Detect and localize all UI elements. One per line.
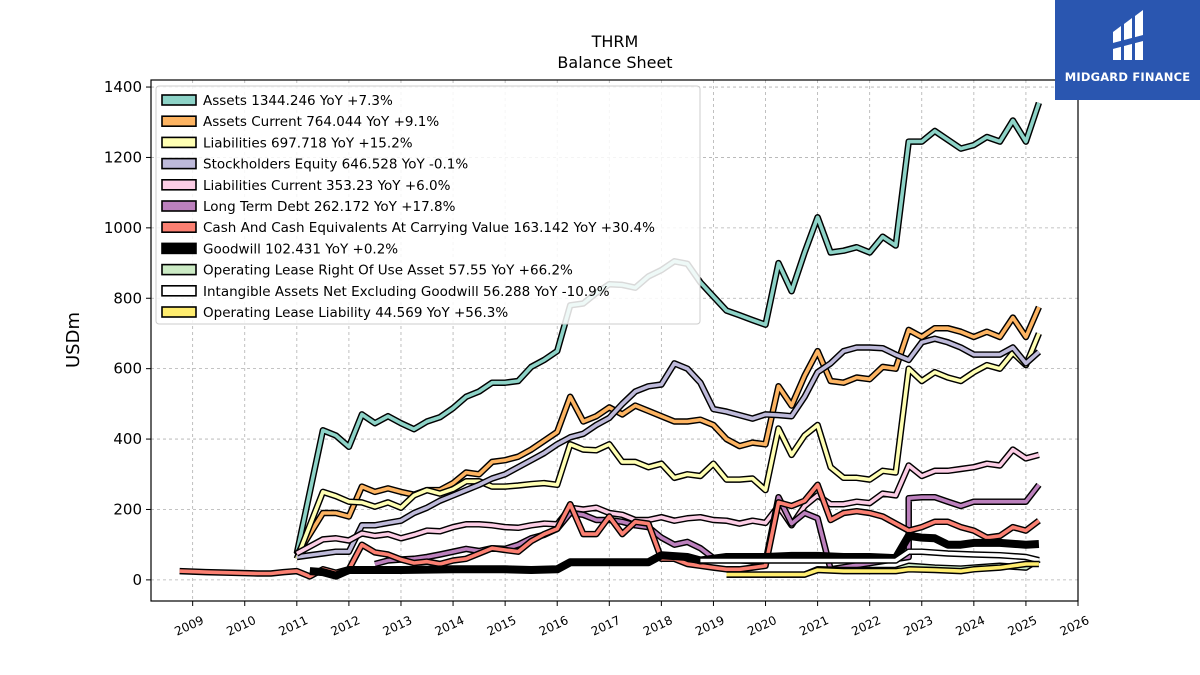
legend-entry: Intangible Assets Net Excluding Goodwill… [203,284,610,300]
y-tick-label: 1000 [104,219,142,237]
series-line-7 [309,531,1040,580]
series-line-9 [700,548,1040,564]
legend-swatch [161,221,197,233]
legend-swatch [161,157,197,170]
x-tick-label: 2021 [797,613,831,639]
legend-swatch [161,284,197,297]
legend-entry: Assets Current 764.044 YoY +9.1% [203,114,439,130]
plot-frame [150,79,1079,602]
legend-swatch [161,136,197,149]
legend-swatch [161,306,197,318]
x-tick-label: 2019 [693,613,727,639]
legend-swatch [161,179,197,191]
x-tick-label: 2009 [172,613,206,639]
x-tick-label: 2016 [537,613,571,639]
x-tick-label: 2017 [589,613,623,639]
series-line-4 [295,446,1040,557]
series-path [726,562,1039,577]
y-tick-label: 400 [113,430,142,448]
series-line-3 [296,335,1042,561]
series-path [295,332,1041,560]
legend-entry: Long Term Debt 262.172 YoY +17.8% [203,199,456,215]
series-path [295,447,1040,556]
y-axis-label: USDm [63,312,84,368]
midgard-logo-icon [1109,10,1147,60]
x-tick-label: 2026 [1058,613,1092,639]
series-path [296,336,1041,559]
y-tick-label: 800 [113,289,142,307]
x-tick-label: 2015 [485,613,519,639]
chart-subtitle: Balance Sheet [557,53,672,72]
x-tick-label: 2011 [276,613,310,639]
series-line-5 [374,482,1042,573]
y-tick-label: 200 [113,500,142,518]
legend-swatch [161,263,197,276]
legend-entry: Liabilities Current 353.23 YoY +6.0% [203,178,451,194]
legend-entry: Operating Lease Right Of Use Asset 57.55… [203,263,573,279]
legend-box [155,85,701,325]
series-outline [309,531,1040,580]
x-tick-label: 2020 [745,613,779,639]
x-tick-label: 2022 [849,613,883,639]
series-path [179,483,1040,579]
legend-entry: Liabilities 697.718 YoY +15.2% [203,135,413,151]
legend-swatch [161,115,197,127]
legend-swatch [161,94,197,106]
series-layer [179,101,1042,580]
series-line-10 [726,560,1039,578]
x-tick-label: 2012 [329,613,363,639]
x-tick-label: 2023 [901,613,935,639]
x-tick-label: 2025 [1006,613,1040,639]
y-tick-label: 600 [113,360,142,378]
logo-text: MIDGARD FINANCE [1064,70,1191,84]
series-path [700,549,1040,563]
chart-title: THRM [591,32,639,51]
x-tick-label: 2013 [381,613,415,639]
legend-entry: Stockholders Equity 646.528 YoY -0.1% [203,157,468,173]
series-path [374,483,1041,572]
legend-entry: Goodwill 102.431 YoY +0.2% [203,241,398,257]
legend-swatch [161,242,197,255]
x-tick-label: 2010 [224,613,258,639]
series-line-2 [293,332,1042,560]
legend: Assets 1344.246 YoY +7.3% Assets Current … [155,85,701,325]
legend-entry: Operating Lease Liability 44.569 YoY +56… [203,305,508,321]
x-tick-label: 2024 [954,613,988,639]
legend-entry: Assets 1344.246 YoY +7.3% [203,93,393,109]
midgard-finance-logo: MIDGARD FINANCE [1055,0,1200,100]
y-tick-label: 1400 [104,78,142,96]
x-tick-label: 2014 [433,613,467,639]
legend-entry: Cash And Cash Equivalents At Carrying Va… [203,220,655,236]
series-line-6 [179,481,1041,580]
y-tick-label: 0 [132,571,142,589]
x-tick-label: 2018 [641,613,675,639]
legend-swatch [161,200,197,212]
y-tick-label: 1200 [104,148,142,166]
